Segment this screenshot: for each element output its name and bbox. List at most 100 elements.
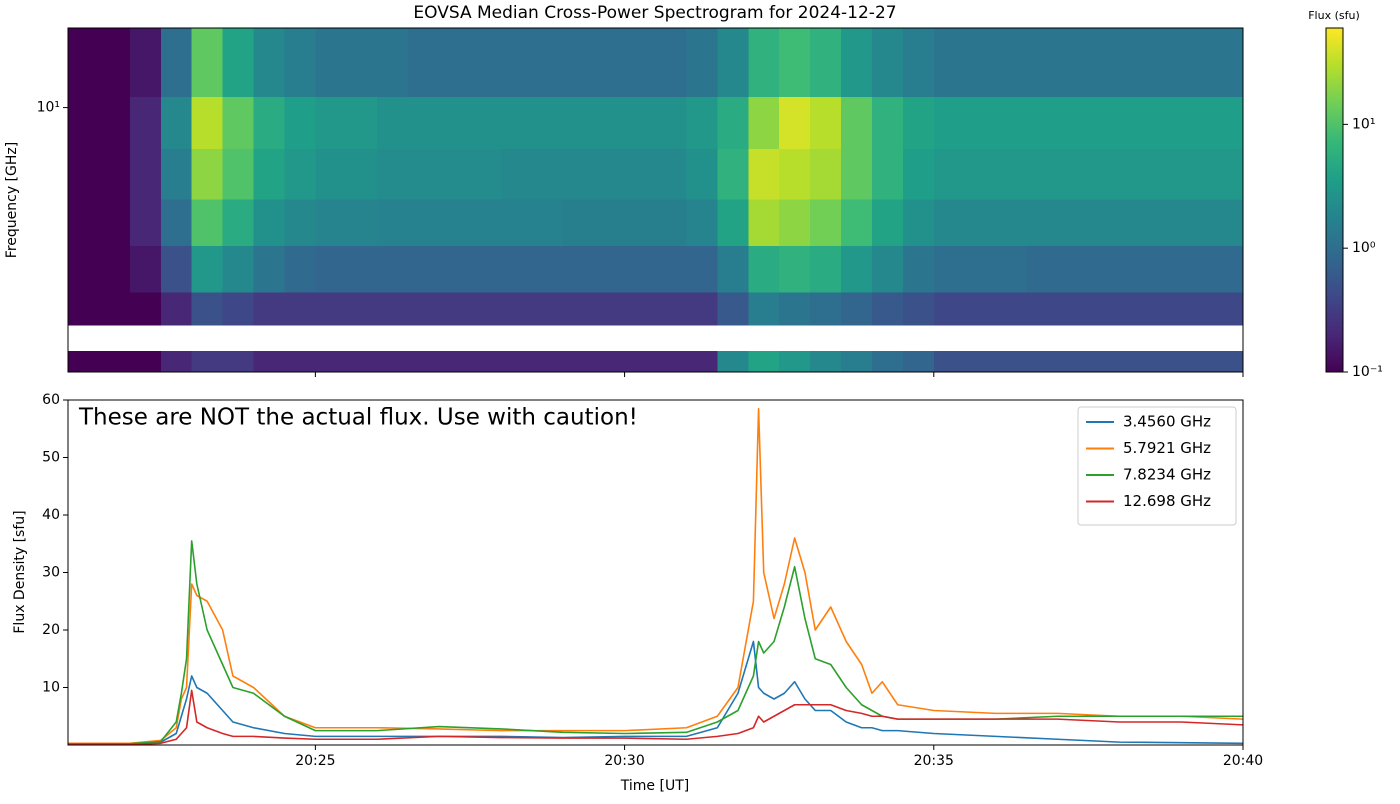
spectrogram-cell [500, 28, 533, 97]
spectrogram-cell [98, 292, 131, 326]
spectrogram-cell [377, 292, 409, 326]
spectrogram-cell [593, 96, 626, 149]
spectrogram-cell [408, 96, 440, 149]
spectrogram-cell [315, 292, 347, 326]
spectrogram-cell [531, 148, 564, 200]
spectrogram-cell [779, 148, 811, 200]
spectrogram-cell [562, 245, 595, 293]
spectrogram-cell [1057, 351, 1089, 373]
spectrogram-cell [160, 96, 193, 149]
legend-label: 3.4560 GHz [1123, 413, 1211, 431]
spectrogram-cell [284, 199, 316, 247]
spectrogram-cell [1181, 199, 1213, 247]
y-tick-label: 10 [42, 680, 60, 696]
spectrogram-cell [964, 351, 997, 373]
spectrogram-cell [655, 245, 688, 293]
spectrogram-cell [748, 351, 780, 373]
spectrogram-cell [68, 292, 100, 326]
spectrogram-cell [346, 148, 378, 200]
line-series [68, 689, 1244, 746]
spectrogram-cell [1026, 96, 1059, 149]
spectrogram-cell [439, 199, 471, 247]
spectrogram-cell [160, 292, 193, 326]
spectrogram-cell [253, 28, 286, 97]
spectrogram-cell [68, 148, 100, 200]
spectrogram-cell [1150, 199, 1182, 247]
line-series [68, 407, 1244, 745]
spectrogram-cell [1212, 199, 1244, 247]
spectrogram-cell [1119, 351, 1151, 373]
spectrogram-cell [624, 96, 657, 149]
spectrogram-cell [439, 96, 471, 149]
spectrogram-cell [902, 292, 935, 326]
spectrogram-cell [1181, 351, 1213, 373]
spectrogram-cell [98, 148, 131, 200]
spectrogram-cell [562, 199, 595, 247]
spectrogram-cell [871, 351, 904, 373]
spectrogram-cell [1150, 28, 1182, 97]
spectrogram-cell [408, 351, 440, 373]
spectrogram-cell [531, 351, 564, 373]
spectrogram-cell [191, 351, 224, 373]
spectrogram-cell [253, 148, 286, 200]
spectrogram-cell [1088, 351, 1120, 373]
spectrogram-cell [1119, 96, 1151, 149]
spectrogram-cell [933, 28, 966, 97]
spectrogram-cell [624, 148, 657, 200]
spectrogram-cell [717, 245, 749, 293]
spectrogram-cell [191, 28, 224, 97]
spectrogram-cell [810, 292, 842, 326]
spectrogram-cell [469, 351, 502, 373]
spectrogram-cell [593, 199, 626, 247]
spectrogram-cell [686, 199, 718, 247]
spectrogram-cell [1181, 96, 1213, 149]
spectrogram-cell [779, 292, 811, 326]
spectrogram-cell [346, 28, 378, 97]
spectrogram-cell [717, 148, 749, 200]
spectrogram-cell [902, 28, 935, 97]
spectrogram-cell [748, 28, 780, 97]
spectrogram-cell [871, 245, 904, 293]
spectrogram-cell [871, 28, 904, 97]
spectrogram-cell [377, 28, 409, 97]
spectrogram-cell [810, 351, 842, 373]
spectrogram-cell [624, 199, 657, 247]
spectrogram-cell [593, 351, 626, 373]
spectrogram-cell [68, 245, 100, 293]
spectrogram-cell [500, 148, 533, 200]
spectrogram-cell [717, 96, 749, 149]
spectrogram-cell [964, 292, 997, 326]
spectrogram-cell [531, 199, 564, 247]
spectrogram-cell [1119, 148, 1151, 200]
spectrogram-cell [129, 351, 162, 373]
spectrogram-cell [717, 28, 749, 97]
spectrogram-cell [531, 245, 564, 293]
spectrogram-cell [1119, 245, 1151, 293]
spectrogram-cell [315, 245, 347, 293]
y-tick-label: 10¹ [37, 100, 60, 116]
chart-title: EOVSA Median Cross-Power Spectrogram for… [413, 3, 896, 23]
x-tick-label: 20:25 [295, 753, 335, 769]
spectrogram-cell [160, 351, 193, 373]
legend-label: 5.7921 GHz [1123, 439, 1211, 457]
spectrogram-cell [129, 28, 162, 97]
spectrogram-cell [686, 292, 718, 326]
spectrogram-cell [933, 148, 966, 200]
spectrogram-cell [1212, 292, 1244, 326]
spectrogram-cell [1057, 96, 1089, 149]
spectrogram-cell [562, 292, 595, 326]
spectrogram-cell [98, 28, 131, 97]
spectrogram-cell [284, 148, 316, 200]
spectrogram-cell [624, 245, 657, 293]
y-tick-label: 50 [42, 450, 60, 466]
spectrogram-cell [346, 351, 378, 373]
spectrogram-cell [129, 292, 162, 326]
spectrogram-cell [964, 245, 997, 293]
spectrogram-cell [284, 28, 316, 97]
x-tick-label: 20:40 [1223, 753, 1263, 769]
spectrogram-cell [500, 96, 533, 149]
spectrogram-cell [1057, 292, 1089, 326]
spectrogram-cell [315, 351, 347, 373]
spectrogram-cell [748, 148, 780, 200]
spectrogram-cell [68, 199, 100, 247]
